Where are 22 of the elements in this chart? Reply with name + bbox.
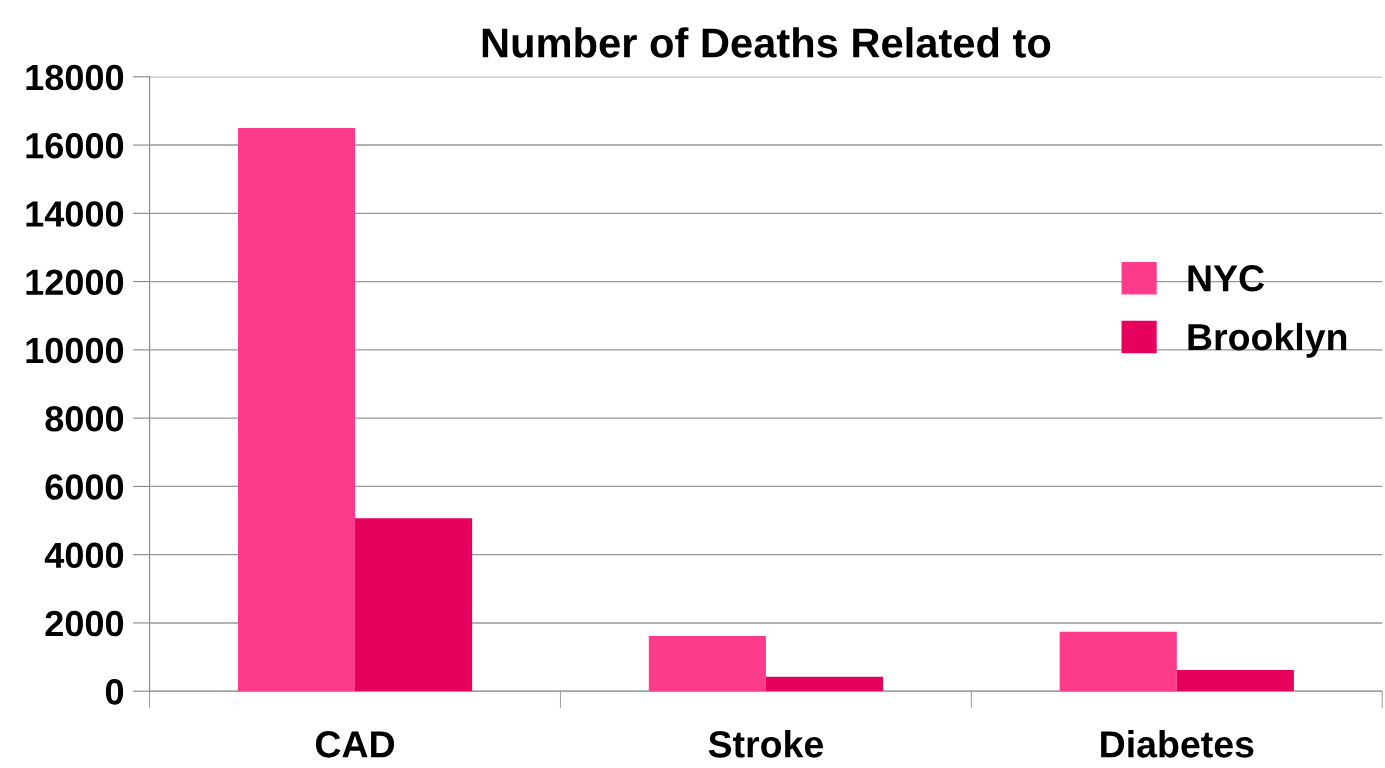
legend-label: NYC — [1188, 265, 1265, 292]
bar — [648, 635, 766, 692]
x-tick-label: Stroke — [708, 730, 823, 758]
y-tick-label: 6000 — [45, 474, 124, 500]
bar — [237, 128, 356, 692]
y-tick-label: 16000 — [26, 132, 124, 159]
bar — [765, 676, 884, 692]
legend-label: Brooklyn — [1188, 322, 1347, 358]
bar — [355, 518, 473, 692]
y-tick-label: 18000 — [26, 64, 124, 91]
x-tick-label: CAD — [315, 731, 395, 758]
bar — [1176, 670, 1294, 692]
y-tick-label: 4000 — [44, 542, 124, 569]
chart-title: Number of Deaths Related to — [482, 27, 1051, 58]
y-tick-label: 14000 — [26, 201, 124, 227]
y-tick-label: 8000 — [45, 406, 124, 432]
y-tick-label: 10000 — [26, 337, 124, 364]
y-tick-label: 2000 — [45, 610, 124, 637]
y-tick-label: 12000 — [26, 269, 124, 296]
x-tick-label: Diabetes — [1101, 730, 1254, 758]
y-tick-label: 0 — [105, 679, 124, 705]
bar — [1059, 631, 1177, 692]
